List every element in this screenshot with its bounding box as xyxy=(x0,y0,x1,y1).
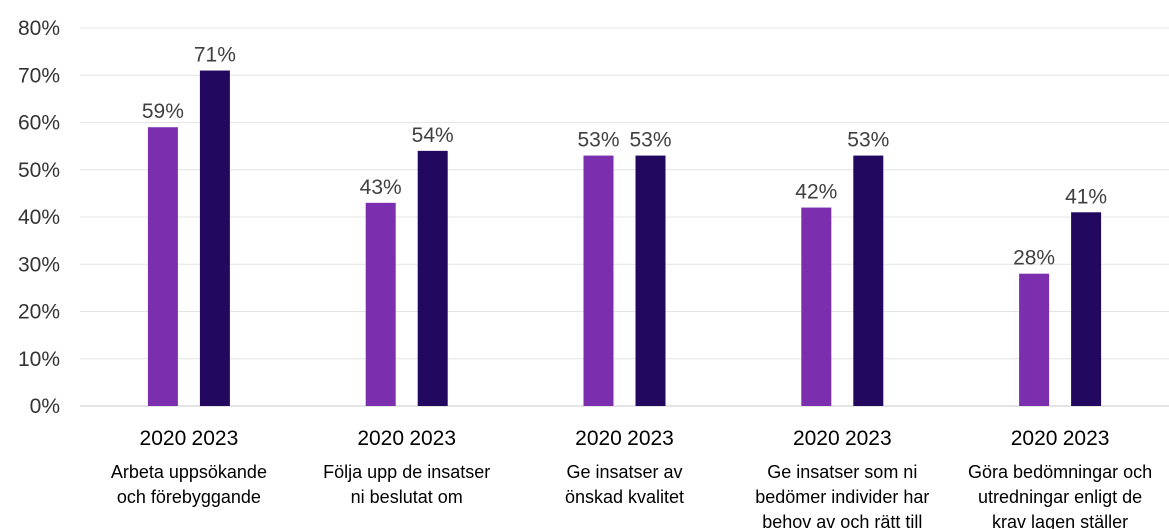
bar-2020 xyxy=(801,207,832,406)
y-tick-label: 60% xyxy=(18,112,60,135)
data-label: 28% xyxy=(1013,247,1055,270)
bar-2020 xyxy=(1019,273,1050,406)
category-label: Ge insatser av xyxy=(566,462,682,482)
y-tick-label: 40% xyxy=(18,206,60,229)
data-label: 53% xyxy=(847,129,889,152)
year-label: 2023 xyxy=(627,427,674,450)
y-tick-label: 10% xyxy=(18,348,60,371)
category-label: Följa upp de insatser xyxy=(323,462,490,482)
bars xyxy=(147,70,1102,407)
data-label: 42% xyxy=(795,181,837,204)
y-tick-label: 0% xyxy=(30,395,60,418)
year-label: 2020 xyxy=(140,427,187,450)
data-label: 41% xyxy=(1065,185,1107,208)
data-label: 59% xyxy=(142,100,184,123)
year-label: 2023 xyxy=(192,427,239,450)
y-tick-label: 80% xyxy=(18,17,60,40)
data-label: 53% xyxy=(629,129,671,152)
category-label: ni beslutat om xyxy=(351,487,463,507)
data-label: 53% xyxy=(577,129,619,152)
data-labels: 59% 71% 43% 54% 53% 53% 42% 53% 28% 41% xyxy=(142,44,1107,270)
y-axis-tick-labels: 0% 10% 20% 30% 40% 50% 60% 70% 80% xyxy=(18,17,60,418)
bar-2020 xyxy=(365,202,396,406)
y-tick-label: 30% xyxy=(18,253,60,276)
category-label: utredningar enligt de xyxy=(978,487,1142,507)
year-label: 2023 xyxy=(845,427,892,450)
y-tick-label: 70% xyxy=(18,64,60,87)
category-label: Arbeta uppsökande xyxy=(111,462,267,482)
data-label: 43% xyxy=(360,176,402,199)
data-label: 54% xyxy=(412,124,454,147)
category-label: Ge insatser som ni xyxy=(767,462,917,482)
bar-2023 xyxy=(853,155,884,406)
year-label: 2023 xyxy=(1063,427,1110,450)
bar-2023 xyxy=(635,155,666,406)
year-label: 2020 xyxy=(1011,427,1058,450)
category-label: och förebyggande xyxy=(117,487,261,507)
category-label: behov av och rätt till xyxy=(762,512,922,529)
y-tick-label: 50% xyxy=(18,159,60,182)
category-label: krav lagen ställer xyxy=(992,512,1128,529)
category-label: önskad kvalitet xyxy=(565,487,684,507)
bar-2023 xyxy=(1071,212,1102,406)
year-label: 2023 xyxy=(409,427,456,450)
category-label: Göra bedömningar och xyxy=(968,462,1152,482)
bar-2023 xyxy=(199,70,230,407)
bar-2020 xyxy=(147,127,178,406)
year-label: 2020 xyxy=(357,427,404,450)
category-label: bedömer individer har xyxy=(755,487,929,507)
year-label: 2020 xyxy=(575,427,622,450)
data-label: 71% xyxy=(194,44,236,67)
year-label: 2020 xyxy=(793,427,840,450)
y-tick-label: 20% xyxy=(18,301,60,324)
gridlines xyxy=(80,27,1169,407)
bar-2023 xyxy=(417,150,448,406)
bar-2020 xyxy=(583,155,614,406)
